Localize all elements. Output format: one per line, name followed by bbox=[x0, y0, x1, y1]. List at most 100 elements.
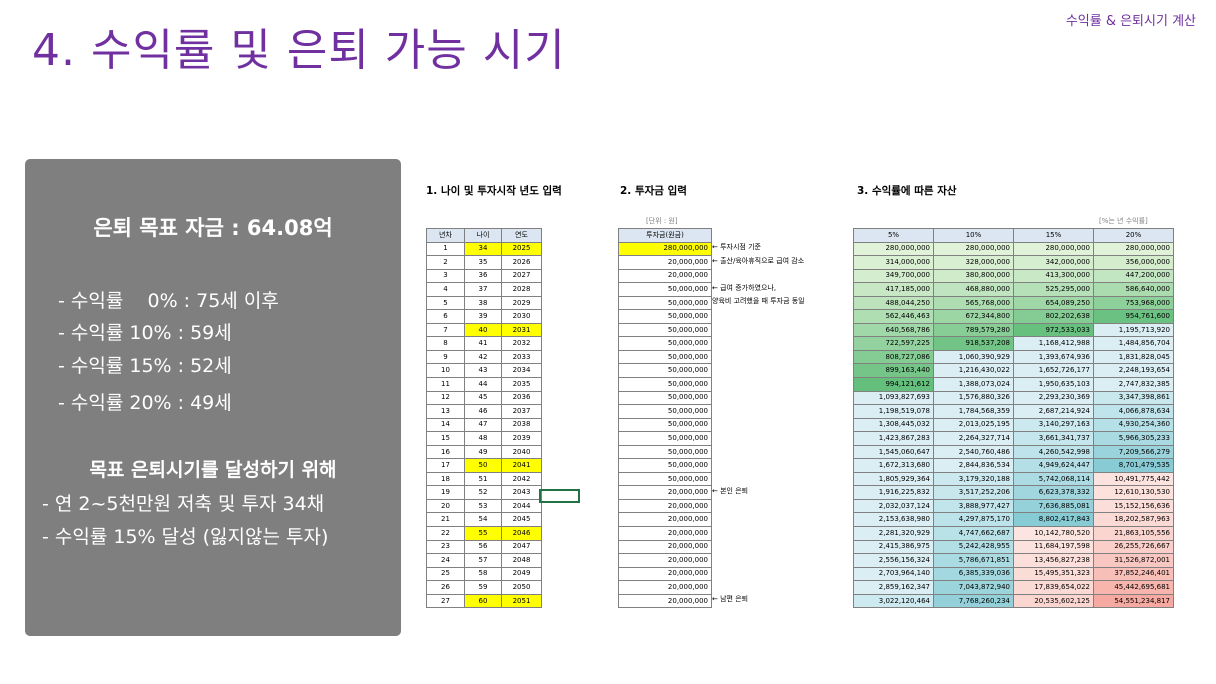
calendar-year-cell[interactable]: 2025 bbox=[501, 241, 542, 257]
asset-value-cell[interactable]: 1,950,635,103 bbox=[1013, 377, 1094, 392]
asset-value-cell[interactable]: 586,640,000 bbox=[1093, 282, 1174, 297]
asset-value-cell[interactable]: 417,185,000 bbox=[853, 282, 934, 297]
investment-cell[interactable]: 50,000,000 bbox=[618, 282, 712, 297]
investment-cell[interactable]: 50,000,000 bbox=[618, 444, 712, 460]
year-index-cell[interactable]: 5 bbox=[426, 295, 465, 311]
age-cell[interactable]: 51 bbox=[464, 471, 502, 487]
calendar-year-cell[interactable]: 2034 bbox=[501, 363, 542, 378]
investment-cell[interactable]: 50,000,000 bbox=[618, 471, 712, 487]
investment-cell[interactable]: 50,000,000 bbox=[618, 336, 712, 351]
asset-value-cell[interactable]: 2,013,025,195 bbox=[933, 417, 1014, 433]
asset-value-cell[interactable]: 1,672,313,680 bbox=[853, 458, 934, 473]
asset-value-cell[interactable]: 2,153,638,980 bbox=[853, 512, 934, 528]
asset-value-cell[interactable]: 17,839,654,022 bbox=[1013, 580, 1094, 595]
calendar-year-cell[interactable]: 2026 bbox=[501, 255, 542, 270]
investment-cell[interactable]: 50,000,000 bbox=[618, 349, 712, 365]
asset-value-cell[interactable]: 31,526,872,001 bbox=[1093, 553, 1174, 568]
asset-value-cell[interactable]: 565,768,000 bbox=[933, 295, 1014, 311]
calendar-year-cell[interactable]: 2049 bbox=[501, 566, 542, 582]
asset-value-cell[interactable]: 722,597,225 bbox=[853, 336, 934, 351]
asset-value-cell[interactable]: 2,556,156,324 bbox=[853, 553, 934, 568]
asset-value-cell[interactable]: 342,000,000 bbox=[1013, 255, 1094, 270]
asset-value-cell[interactable]: 2,281,320,929 bbox=[853, 526, 934, 541]
asset-value-cell[interactable]: 654,089,250 bbox=[1013, 295, 1094, 311]
asset-value-cell[interactable]: 562,446,463 bbox=[853, 309, 934, 324]
asset-value-cell[interactable]: 5,786,671,851 bbox=[933, 553, 1014, 568]
year-index-cell[interactable]: 14 bbox=[426, 417, 465, 433]
investment-cell[interactable]: 20,000,000 bbox=[618, 512, 712, 528]
year-index-cell[interactable]: 22 bbox=[426, 526, 465, 541]
year-index-cell[interactable]: 6 bbox=[426, 309, 465, 324]
asset-value-cell[interactable]: 6,623,378,332 bbox=[1013, 485, 1094, 500]
calendar-year-cell[interactable]: 2030 bbox=[501, 309, 542, 324]
investment-cell[interactable]: 20,000,000 bbox=[618, 526, 712, 541]
asset-value-cell[interactable]: 314,000,000 bbox=[853, 255, 934, 270]
calendar-year-cell[interactable]: 2047 bbox=[501, 539, 542, 555]
asset-value-cell[interactable]: 2,415,386,975 bbox=[853, 539, 934, 555]
investment-cell[interactable]: 20,000,000 bbox=[618, 485, 712, 500]
investment-cell[interactable]: 50,000,000 bbox=[618, 309, 712, 324]
age-cell[interactable]: 42 bbox=[464, 349, 502, 365]
age-cell[interactable]: 55 bbox=[464, 526, 502, 541]
asset-value-cell[interactable]: 1,388,073,024 bbox=[933, 377, 1014, 392]
asset-value-cell[interactable]: 6,385,339,036 bbox=[933, 566, 1014, 582]
age-cell[interactable]: 54 bbox=[464, 512, 502, 528]
year-index-cell[interactable]: 17 bbox=[426, 458, 465, 473]
calendar-year-cell[interactable]: 2033 bbox=[501, 349, 542, 365]
age-cell[interactable]: 57 bbox=[464, 553, 502, 568]
asset-value-cell[interactable]: 4,066,878,634 bbox=[1093, 404, 1174, 419]
age-cell[interactable]: 47 bbox=[464, 417, 502, 433]
asset-value-cell[interactable]: 380,800,000 bbox=[933, 268, 1014, 284]
investment-cell[interactable]: 50,000,000 bbox=[618, 417, 712, 433]
year-index-cell[interactable]: 2 bbox=[426, 255, 465, 270]
asset-value-cell[interactable]: 11,684,197,598 bbox=[1013, 539, 1094, 555]
asset-value-cell[interactable]: 1,060,390,929 bbox=[933, 349, 1014, 365]
calendar-year-cell[interactable]: 2045 bbox=[501, 512, 542, 528]
year-index-cell[interactable]: 18 bbox=[426, 471, 465, 487]
investment-cell[interactable]: 50,000,000 bbox=[618, 363, 712, 378]
asset-value-cell[interactable]: 1,393,674,936 bbox=[1013, 349, 1094, 365]
asset-value-cell[interactable]: 3,347,398,861 bbox=[1093, 390, 1174, 406]
age-cell[interactable]: 49 bbox=[464, 444, 502, 460]
year-index-cell[interactable]: 10 bbox=[426, 363, 465, 378]
investment-cell[interactable]: 50,000,000 bbox=[618, 295, 712, 311]
asset-value-cell[interactable]: 26,255,726,667 bbox=[1093, 539, 1174, 555]
age-cell[interactable]: 53 bbox=[464, 498, 502, 514]
asset-value-cell[interactable]: 2,032,037,124 bbox=[853, 498, 934, 514]
asset-value-cell[interactable]: 1,916,225,832 bbox=[853, 485, 934, 500]
asset-value-cell[interactable]: 1,308,445,032 bbox=[853, 417, 934, 433]
selected-cell[interactable] bbox=[539, 489, 580, 503]
year-index-cell[interactable]: 19 bbox=[426, 485, 465, 500]
asset-value-cell[interactable]: 488,044,250 bbox=[853, 295, 934, 311]
year-index-cell[interactable]: 26 bbox=[426, 580, 465, 595]
age-cell[interactable]: 46 bbox=[464, 404, 502, 419]
asset-value-cell[interactable]: 3,517,252,206 bbox=[933, 485, 1014, 500]
age-cell[interactable]: 37 bbox=[464, 282, 502, 297]
investment-cell[interactable]: 20,000,000 bbox=[618, 566, 712, 582]
asset-value-cell[interactable]: 5,242,428,955 bbox=[933, 539, 1014, 555]
asset-value-cell[interactable]: 972,533,033 bbox=[1013, 322, 1094, 338]
asset-value-cell[interactable]: 21,863,105,556 bbox=[1093, 526, 1174, 541]
investment-cell[interactable]: 50,000,000 bbox=[618, 431, 712, 446]
asset-value-cell[interactable]: 7,043,872,940 bbox=[933, 580, 1014, 595]
age-cell[interactable]: 41 bbox=[464, 336, 502, 351]
age-cell[interactable]: 59 bbox=[464, 580, 502, 595]
calendar-year-cell[interactable]: 2040 bbox=[501, 444, 542, 460]
age-cell[interactable]: 43 bbox=[464, 363, 502, 378]
calendar-year-cell[interactable]: 2029 bbox=[501, 295, 542, 311]
year-index-cell[interactable]: 13 bbox=[426, 404, 465, 419]
asset-value-cell[interactable]: 280,000,000 bbox=[933, 241, 1014, 257]
asset-value-cell[interactable]: 753,968,000 bbox=[1093, 295, 1174, 311]
asset-value-cell[interactable]: 15,152,156,636 bbox=[1093, 498, 1174, 514]
age-cell[interactable]: 58 bbox=[464, 566, 502, 582]
year-index-cell[interactable]: 11 bbox=[426, 377, 465, 392]
year-index-cell[interactable]: 23 bbox=[426, 539, 465, 555]
age-cell[interactable]: 34 bbox=[464, 241, 502, 257]
asset-value-cell[interactable]: 7,636,885,081 bbox=[1013, 498, 1094, 514]
asset-value-cell[interactable]: 802,202,638 bbox=[1013, 309, 1094, 324]
asset-value-cell[interactable]: 349,700,000 bbox=[853, 268, 934, 284]
asset-value-cell[interactable]: 3,661,341,737 bbox=[1013, 431, 1094, 446]
calendar-year-cell[interactable]: 2037 bbox=[501, 404, 542, 419]
asset-value-cell[interactable]: 3,179,320,188 bbox=[933, 471, 1014, 487]
investment-cell[interactable]: 50,000,000 bbox=[618, 377, 712, 392]
